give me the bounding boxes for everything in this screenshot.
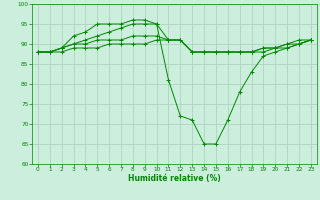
X-axis label: Humidité relative (%): Humidité relative (%) (128, 174, 221, 183)
